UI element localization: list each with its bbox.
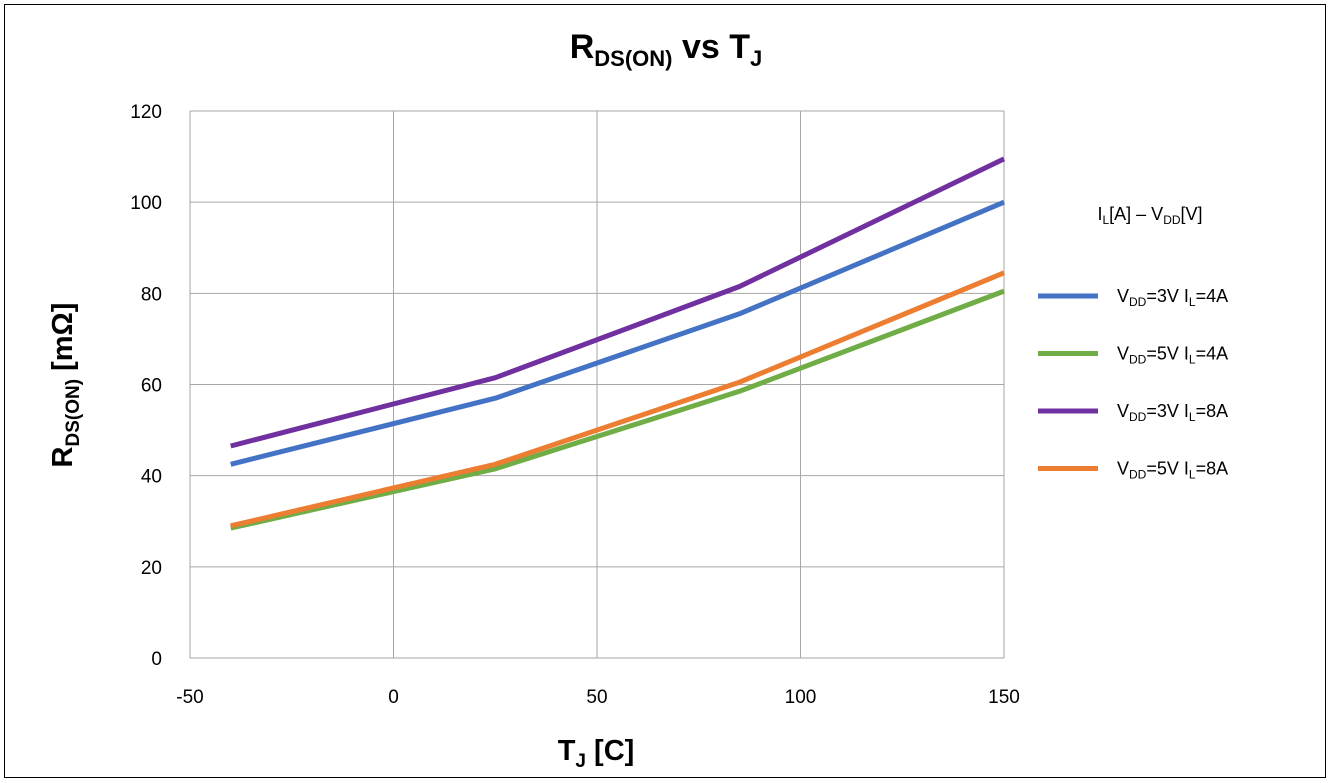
legend-item: VDD=3V IL=4A [1038, 286, 1228, 309]
legend-title: IL[A] – VDD[V] [1097, 204, 1202, 227]
series-line-4 [230, 270, 1005, 529]
legend: VDD=3V IL=4A VDD=5V IL=4A VDD=3V IL=8A VDD=… [1038, 286, 1228, 482]
legend-item: VDD=5V IL=4A [1038, 344, 1228, 367]
axes [189, 111, 1004, 659]
x-tick-label: 100 [785, 687, 817, 708]
y-tick-label: 40 [141, 467, 162, 488]
series-line-3 [230, 156, 1006, 449]
legend-item: VDD=5V IL=8A [1038, 459, 1228, 482]
x-axis-title: TJ [C] [558, 735, 635, 772]
x-tick-label: -50 [176, 687, 203, 708]
y-tick-label: 80 [141, 284, 162, 305]
series-line-1 [230, 199, 1005, 467]
chart-frame [4, 4, 1326, 778]
legend-label: VDD=3V IL=8A [1117, 401, 1228, 424]
x-tick-label: 50 [586, 687, 607, 708]
series-lines [230, 156, 1006, 531]
legend-label: VDD=5V IL=8A [1117, 459, 1228, 482]
y-axis-title: RDS(ON) [mΩ] [47, 303, 84, 468]
tick-labels: 0 20 40 60 80 100 120 -50 0 50 100 150 [130, 102, 1020, 708]
series-line-2 [230, 288, 1005, 531]
y-tick-label: 20 [141, 558, 162, 579]
y-tick-label: 100 [130, 193, 162, 214]
legend-label: VDD=5V IL=4A [1117, 344, 1228, 367]
y-tick-label: 0 [151, 649, 162, 670]
y-tick-label: 120 [130, 102, 162, 123]
grid-lines [190, 110, 1005, 658]
x-tick-label: 150 [988, 687, 1020, 708]
chart-title: RDS(ON) vs TJ [570, 28, 763, 71]
legend-item: VDD=3V IL=8A [1038, 401, 1228, 424]
x-tick-label: 0 [388, 687, 399, 708]
y-tick-label: 60 [141, 376, 162, 397]
legend-label: VDD=3V IL=4A [1117, 286, 1228, 309]
